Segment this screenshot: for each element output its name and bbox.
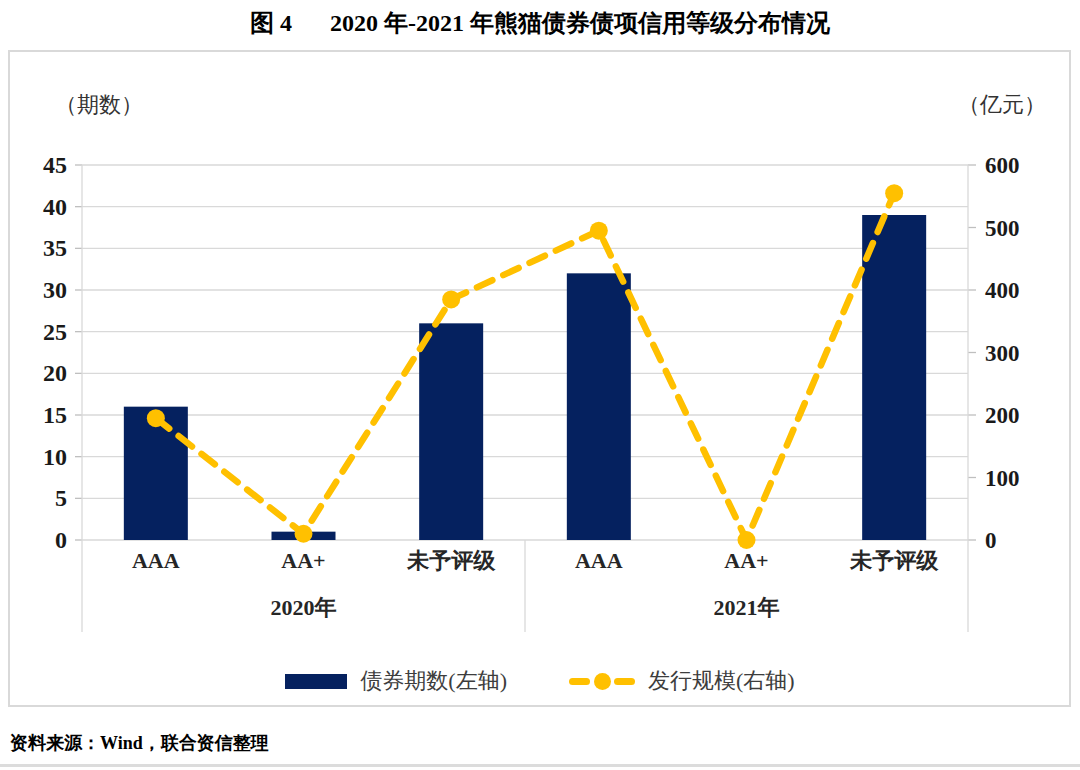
line-point-3 [590, 222, 608, 240]
left-axis-tick-label: 20 [43, 360, 67, 386]
right-axis-tick-label: 0 [985, 528, 997, 553]
issuance-scale-line [156, 193, 894, 540]
right-axis-tick-label: 200 [985, 403, 1020, 428]
left-axis-tick-label: 5 [55, 485, 67, 511]
category-label: AA+ [281, 548, 325, 573]
source-note: 资料来源：Wind，联合资信整理 [10, 731, 269, 755]
legend-line-marker-icon [569, 673, 635, 690]
bar-3-AAA [567, 273, 631, 540]
left-axis-tick-label: 35 [43, 235, 67, 261]
right-axis-tick-label: 400 [985, 278, 1020, 303]
bar-5-未予评级 [862, 215, 926, 540]
bar-2-未予评级 [419, 323, 483, 540]
left-axis-tick-label: 30 [43, 277, 67, 303]
combo-chart: 0 5 10 15 20 25 30 35 40 45 0 100 200 300 400 500 600 AAA… [0, 0, 1080, 770]
category-label: 未予评级 [406, 548, 496, 573]
category-label: AAA [575, 548, 623, 573]
line-point-4 [738, 531, 756, 549]
group-label: 2020年 [271, 595, 337, 620]
legend-line-dot-icon [594, 673, 611, 690]
legend-bar-swatch [285, 674, 347, 689]
line-point-1 [295, 525, 313, 543]
right-axis-tick-label: 500 [985, 216, 1020, 241]
legend-dash-left-icon [569, 678, 590, 685]
chart-legend: 债券期数(左轴) 发行规模(右轴) [0, 666, 1080, 696]
line-point-2 [442, 290, 460, 308]
left-axis-tick-label: 10 [43, 444, 67, 470]
line-point-5 [885, 184, 903, 202]
category-label: 未予评级 [849, 548, 939, 573]
left-axis-tick-label: 45 [43, 152, 67, 178]
right-axis-tick-label: 100 [985, 466, 1020, 491]
line-point-0 [147, 409, 165, 427]
right-axis-tick-label: 300 [985, 341, 1020, 366]
left-axis-tick-label: 15 [43, 402, 67, 428]
legend-item-issuance-scale: 发行规模(右轴) [569, 666, 795, 696]
category-label: AAA [132, 548, 180, 573]
category-label: AA+ [724, 548, 768, 573]
left-axis-tick-label: 25 [43, 319, 67, 345]
legend-item-bond-issues: 债券期数(左轴) [285, 666, 507, 696]
legend-dash-right-icon [614, 678, 635, 685]
legend-line-label: 发行规模(右轴) [648, 666, 795, 696]
bottom-divider [0, 764, 1080, 767]
legend-bar-label: 债券期数(左轴) [360, 666, 507, 696]
right-axis-tick-label: 600 [985, 153, 1020, 178]
group-label: 2021年 [714, 595, 780, 620]
left-axis-tick-label: 0 [55, 527, 67, 553]
left-axis-tick-label: 40 [43, 194, 67, 220]
